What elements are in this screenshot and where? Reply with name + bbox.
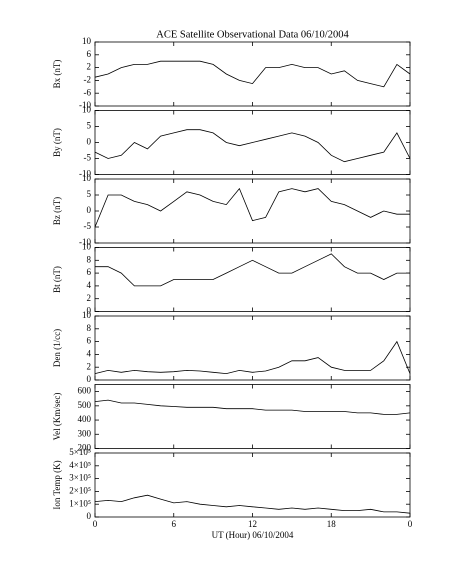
y-tick-label: 5 xyxy=(87,121,92,131)
y-tick-label: -2 xyxy=(84,74,92,84)
y-tick-label: 500 xyxy=(78,400,92,410)
chart-title: ACE Satellite Observational Data 06/10/2… xyxy=(156,29,349,40)
y-tick-label: 6 xyxy=(87,267,92,277)
y-axis-label: Bz (nT) xyxy=(52,197,62,225)
data-line xyxy=(94,399,411,415)
y-tick-label: 5 xyxy=(87,189,92,199)
x-tick-label: 0 xyxy=(93,519,98,529)
y-tick-label: 10 xyxy=(82,173,92,183)
y-tick-label: -6 xyxy=(84,87,92,97)
panel-frame xyxy=(94,41,411,107)
y-tick-label: 0 xyxy=(87,511,92,521)
y-axis-label: Bx (nT) xyxy=(52,60,62,89)
x-axis-label: UT (Hour) 06/10/2004 xyxy=(212,530,294,540)
y-tick-label: 4 xyxy=(87,348,92,358)
panel-frame xyxy=(94,247,411,312)
x-tick-label: 0 xyxy=(408,519,413,529)
y-tick-label: -10 xyxy=(79,237,91,247)
y-axis-label: Vel (Km/sec) xyxy=(52,393,62,441)
y-tick-label: 600 xyxy=(78,386,92,396)
y-tick-label: 3×10⁵ xyxy=(69,473,91,483)
y-tick-label: 0 xyxy=(87,374,92,384)
y-axis-label: By (nT) xyxy=(52,128,62,157)
y-tick-label: 300 xyxy=(78,428,92,438)
y-tick-label: 2 xyxy=(87,62,92,72)
y-tick-label: 2 xyxy=(87,293,92,303)
x-tick-label: 12 xyxy=(248,519,257,529)
y-axis-label: Ion Temp (K) xyxy=(52,460,62,509)
data-line xyxy=(94,129,411,163)
y-tick-label: 400 xyxy=(78,414,92,424)
y-tick-label: -5 xyxy=(84,153,92,163)
y-tick-label: 0 xyxy=(87,137,92,147)
y-tick-label: 6 xyxy=(87,336,92,346)
y-tick-label: 5×10⁵ xyxy=(69,447,91,457)
data-line xyxy=(94,340,411,375)
y-tick-label: 10 xyxy=(82,105,92,115)
panel-frame xyxy=(94,452,411,518)
y-tick-label: 6 xyxy=(87,49,92,59)
data-line xyxy=(94,494,411,514)
y-tick-label: -10 xyxy=(79,100,91,110)
x-tick-label: 6 xyxy=(172,519,177,529)
y-tick-label: -5 xyxy=(84,221,92,231)
y-tick-label: 200 xyxy=(78,443,92,453)
y-tick-label: 10 xyxy=(82,242,92,252)
data-line xyxy=(95,253,410,287)
panel-frame xyxy=(94,384,411,449)
y-axis-label: Bt (nT) xyxy=(52,266,62,293)
panel-frame xyxy=(94,178,411,244)
y-tick-label: 8 xyxy=(87,254,92,264)
y-tick-label: 4 xyxy=(87,280,92,290)
data-line xyxy=(94,60,411,88)
y-tick-label: 10 xyxy=(82,310,92,320)
y-axis-label: Den (1/cc) xyxy=(52,329,62,367)
y-tick-label: 2 xyxy=(87,361,92,371)
y-tick-label: 0 xyxy=(87,205,92,215)
y-tick-label: 0 xyxy=(87,306,92,316)
y-tick-label: 8 xyxy=(87,323,92,333)
y-tick-label: 4×10⁵ xyxy=(69,460,91,470)
y-tick-label: 10 xyxy=(82,36,92,46)
data-line xyxy=(94,187,410,228)
y-tick-label: -10 xyxy=(79,169,91,179)
y-tick-label: 1×10⁵ xyxy=(69,498,91,508)
x-tick-label: 18 xyxy=(327,519,337,529)
y-tick-label: 2×10⁵ xyxy=(69,485,91,495)
